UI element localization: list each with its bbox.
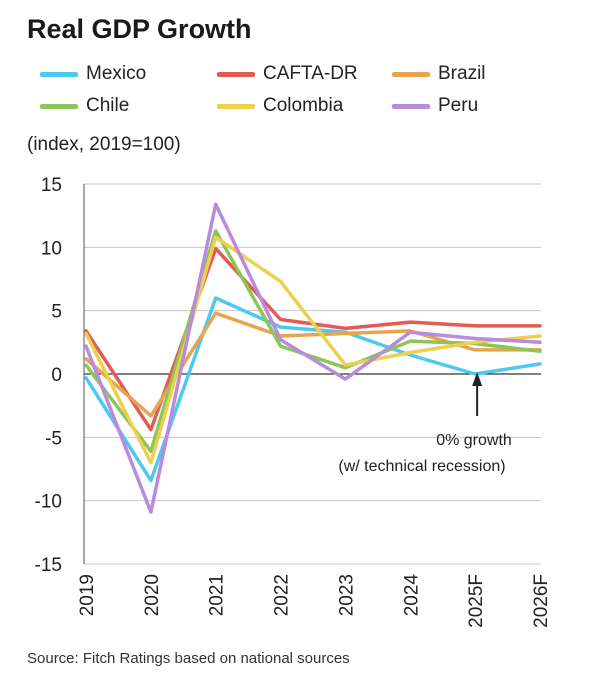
line-chart: 15 10 5 0 -5 -10 -15 2019 2020 2021 2022 2023 2024 20… xyxy=(35,175,552,628)
y-tick-label: -5 xyxy=(45,428,62,449)
tick-labels: 15 10 5 0 -5 -10 -15 2019 2020 2021 2022 2023 2024 20… xyxy=(35,175,552,628)
x-tick-label: 2021 xyxy=(207,574,228,616)
legend-swatch-peru xyxy=(392,103,430,109)
annotation: 0% growth (w/ technical recession) xyxy=(338,372,512,475)
x-tick-label: 2024 xyxy=(401,574,422,617)
legend-item-mexico: Mexico xyxy=(40,60,146,88)
source-note: Source: Fitch Ratings based on national … xyxy=(27,650,350,667)
legend-label-cafta-dr: CAFTA-DR xyxy=(263,63,358,84)
legend-swatch-cafta-dr xyxy=(217,71,255,77)
legend: Mexico CAFTA-DR Brazil Chile Colombia Pe… xyxy=(40,60,580,126)
series-line-brazil xyxy=(84,311,542,418)
legend-label-mexico: Mexico xyxy=(86,63,147,84)
x-tick-label: 2026F xyxy=(531,574,552,628)
legend-label-brazil: Brazil xyxy=(438,63,486,84)
legend-swatch-colombia xyxy=(217,103,255,109)
x-tick-label: 2019 xyxy=(77,574,98,616)
series-line-colombia xyxy=(84,235,542,465)
legend-swatch-mexico xyxy=(40,71,78,77)
annotation-arrow-head xyxy=(472,372,483,386)
y-tick-label: -15 xyxy=(35,555,62,576)
x-tick-label: 2022 xyxy=(272,574,293,616)
annotation-text-line1: 0% growth xyxy=(436,432,512,449)
chart-title: Real GDP Growth xyxy=(27,14,252,44)
grid-lines xyxy=(84,183,541,565)
legend-item-brazil: Brazil xyxy=(392,60,486,88)
legend-label-chile: Chile xyxy=(86,95,130,116)
y-tick-label: 5 xyxy=(51,302,62,323)
y-tick-label: 15 xyxy=(41,175,62,196)
legend-item-cafta-dr: CAFTA-DR xyxy=(217,60,358,88)
annotation-text-line2: (w/ technical recession) xyxy=(338,458,505,475)
x-tick-label: 2023 xyxy=(336,574,357,616)
chart-subtitle: (index, 2019=100) xyxy=(27,134,181,155)
legend-swatch-brazil xyxy=(392,71,430,77)
legend-item-peru: Peru xyxy=(392,92,478,120)
legend-item-colombia: Colombia xyxy=(217,92,343,120)
series-lines xyxy=(84,202,542,514)
legend-item-chile: Chile xyxy=(40,92,129,120)
series-line-peru xyxy=(84,202,542,514)
axes xyxy=(83,184,541,564)
y-tick-label: 10 xyxy=(41,238,62,259)
series-line-mexico xyxy=(84,296,542,483)
y-tick-label: -10 xyxy=(35,492,62,513)
x-tick-label: 2020 xyxy=(142,574,163,616)
legend-swatch-chile xyxy=(40,103,78,109)
legend-label-peru: Peru xyxy=(438,95,479,116)
y-tick-label: 0 xyxy=(51,365,62,386)
legend-label-colombia: Colombia xyxy=(263,95,344,116)
x-tick-label: 2025F xyxy=(466,574,487,628)
